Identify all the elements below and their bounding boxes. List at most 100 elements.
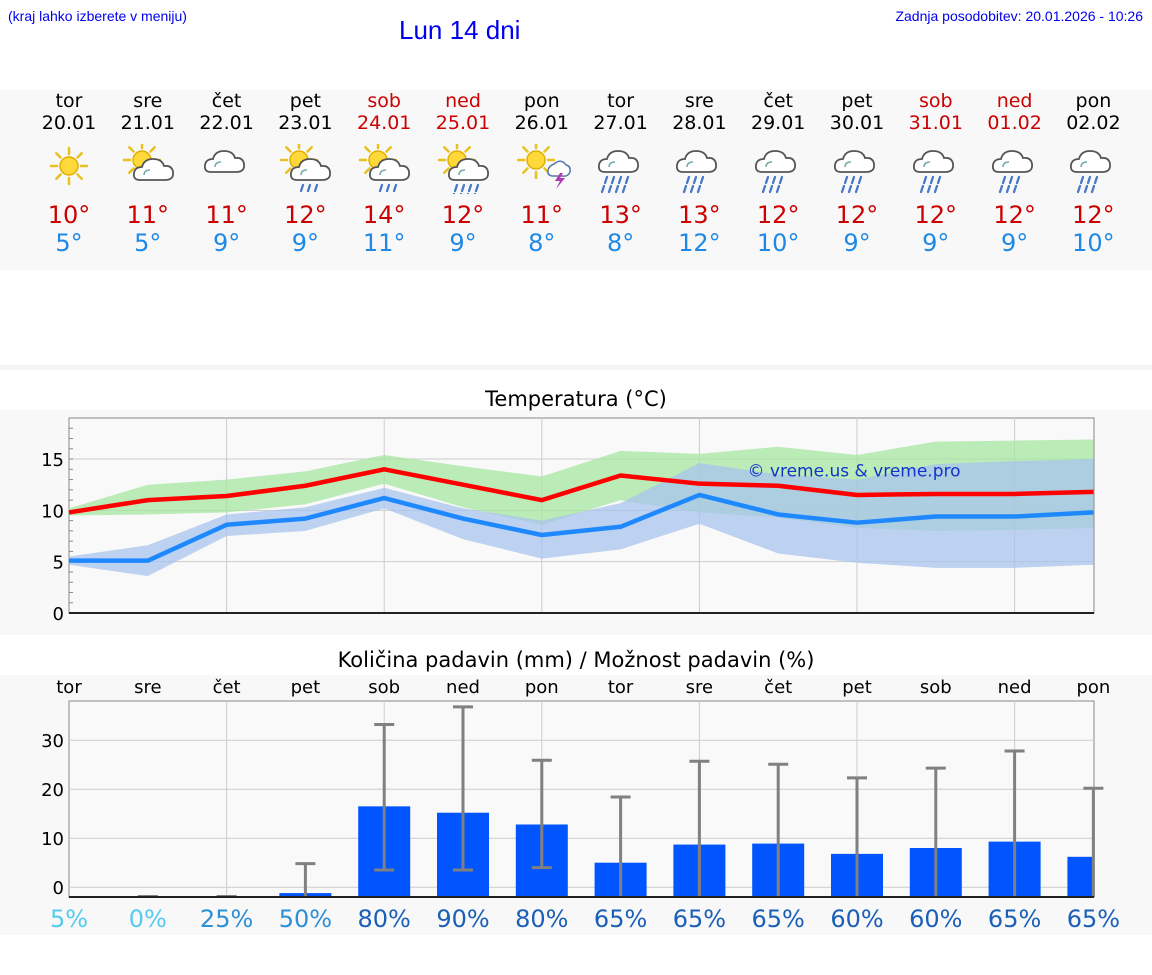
day-label: sre xyxy=(134,677,161,698)
day-name: pon xyxy=(1075,90,1112,112)
day-column: čet 29.01 12° 10° xyxy=(738,90,818,257)
day-column: pet 23.01 12° 9° xyxy=(265,90,345,257)
min-temp: 8° xyxy=(606,229,635,257)
precip-probability: 65% xyxy=(1067,905,1120,933)
day-date: 24.01 xyxy=(356,112,412,134)
precip-probability: 0% xyxy=(129,905,167,933)
max-temp: 13° xyxy=(599,201,642,229)
day-column: sob 24.01 14° 11° xyxy=(344,90,424,257)
temperature-chart-title: Temperatura (°C) xyxy=(485,387,667,411)
sun-icon xyxy=(49,146,89,186)
max-temp: 13° xyxy=(678,201,721,229)
sun-thunder-icon xyxy=(516,144,571,189)
precip-probability: 80% xyxy=(358,905,411,933)
max-temp: 11° xyxy=(126,201,170,229)
max-temp-line xyxy=(68,467,1094,515)
min-temp: 9° xyxy=(922,229,950,257)
max-temp: 12° xyxy=(441,201,485,229)
y-tick-label: 10 xyxy=(41,829,64,850)
day-name: ned xyxy=(996,90,1033,112)
cloud-rain-heavy-icon xyxy=(597,150,639,194)
day-column: sob 31.01 12° 9° xyxy=(896,90,976,257)
y-tick-label: 0 xyxy=(53,878,64,899)
day-date: 25.01 xyxy=(435,112,491,134)
day-label: čet xyxy=(213,677,241,698)
min-temp: 12° xyxy=(678,229,721,257)
y-tick-label: 0 xyxy=(53,604,64,625)
day-column: pon 02.02 12° 10° xyxy=(1053,90,1133,257)
cloud-rain-icon xyxy=(676,150,718,194)
precip-probability: 90% xyxy=(436,905,489,933)
precip-probability: 50% xyxy=(279,905,332,933)
day-column: pon 26.01 11° 8° xyxy=(502,90,582,257)
temperature-chart: © vreme.us & vreme.pro 0 5 10 15 xyxy=(41,417,1095,625)
section-divider xyxy=(0,365,1152,370)
max-temp: 12° xyxy=(993,201,1036,229)
day-date: 27.01 xyxy=(593,112,648,134)
max-temp: 12° xyxy=(835,201,879,229)
sun-cloud-rain-heavy-icon xyxy=(437,144,489,194)
day-name: čet xyxy=(211,90,242,112)
cloud-rain-icon xyxy=(755,150,797,194)
page-title: Lun 14 dni xyxy=(399,15,521,45)
forecast-band xyxy=(0,90,1152,270)
day-column: ned 01.02 12° 9° xyxy=(975,90,1055,257)
min-range-band xyxy=(69,459,1094,577)
day-label: sre xyxy=(686,677,713,698)
day-name: tor xyxy=(607,90,635,112)
min-temp: 10° xyxy=(1072,229,1115,257)
day-date: 31.01 xyxy=(908,112,963,134)
max-temp: 12° xyxy=(284,201,327,229)
y-tick-label: 30 xyxy=(41,731,64,752)
day-column: sre 21.01 11° 5° xyxy=(108,90,188,257)
cloud-rain-icon xyxy=(991,150,1033,194)
precip-probability: 65% xyxy=(673,905,726,933)
min-temp-line xyxy=(69,492,1094,563)
location-hint: (kraj lahko izberete v meniju) xyxy=(8,8,187,24)
precipitation-chart-title: Količina padavin (mm) / Možnost padavin … xyxy=(337,648,815,672)
day-date: 23.01 xyxy=(278,112,333,134)
max-temp: 11° xyxy=(205,201,248,229)
min-temp: 9° xyxy=(212,229,241,257)
day-name: sre xyxy=(684,90,714,112)
cloud-icon xyxy=(203,150,245,173)
day-date: 28.01 xyxy=(672,112,727,134)
day-date: 21.01 xyxy=(120,112,175,134)
precip-probability: 60% xyxy=(830,905,883,933)
y-tick-label: 15 xyxy=(41,450,64,471)
day-label: tor xyxy=(608,677,634,698)
day-date: 20.01 xyxy=(41,112,97,134)
max-temp: 11° xyxy=(520,201,564,229)
min-temp: 11° xyxy=(362,229,406,257)
day-label: čet xyxy=(764,677,792,698)
day-label: ned xyxy=(998,677,1032,698)
precip-probability: 25% xyxy=(200,905,253,933)
precip-probability: 65% xyxy=(594,905,647,933)
day-column: sre 28.01 13° 12° xyxy=(659,90,739,257)
day-date: 26.01 xyxy=(514,112,569,134)
day-date: 29.01 xyxy=(750,112,806,134)
day-date: 02.02 xyxy=(1066,112,1121,134)
day-column: čet 22.01 11° 9° xyxy=(187,90,267,257)
sun-cloud-rain-icon xyxy=(358,144,411,193)
precipitation-chart: tor sre čet pet sob ned pon tor sre čet pet sob ned p… xyxy=(41,677,1120,933)
max-temp: 12° xyxy=(756,201,800,229)
min-temp: 9° xyxy=(291,229,320,257)
day-date: 22.01 xyxy=(199,112,254,134)
cloud-rain-icon xyxy=(1070,150,1112,194)
day-name: sob xyxy=(919,90,953,112)
max-temp: 14° xyxy=(362,201,406,229)
precip-probability: 80% xyxy=(515,905,568,933)
last-updated: Zadnja posodobitev: 20.01.2026 - 10:26 xyxy=(895,8,1143,24)
cloud-rain-icon xyxy=(833,150,875,194)
cloud-rain-icon xyxy=(912,150,954,194)
day-label: pon xyxy=(1076,677,1110,698)
max-temp: 10° xyxy=(47,201,91,229)
min-temp: 9° xyxy=(449,229,477,257)
day-name: čet xyxy=(763,90,793,112)
day-name: pon xyxy=(523,90,560,112)
precip-probability: 60% xyxy=(909,905,962,933)
max-temp: 12° xyxy=(914,201,958,229)
y-tick-label: 5 xyxy=(53,553,64,574)
sun-cloud-icon xyxy=(122,144,174,181)
